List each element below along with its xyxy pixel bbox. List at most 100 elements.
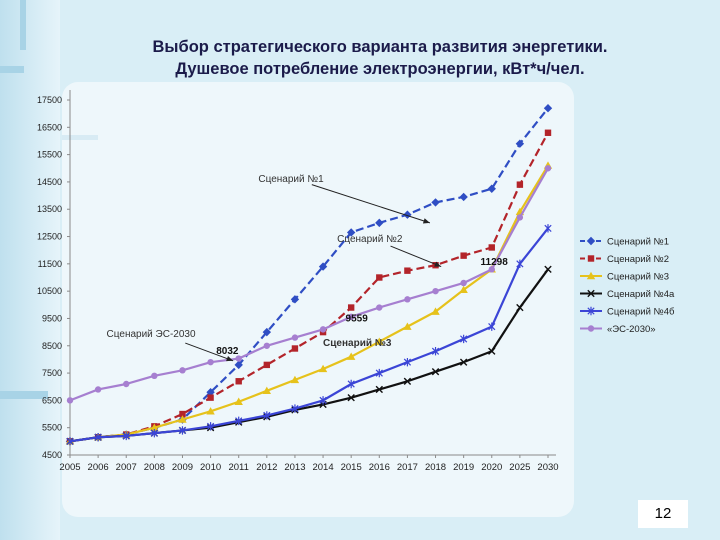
value-annotation: 8032: [216, 346, 239, 357]
y-tick-label: 9500: [42, 313, 62, 323]
data-point: [207, 394, 214, 401]
data-point: [375, 368, 383, 378]
scenario-annotation: Сценарий ЭС-2030: [107, 329, 196, 340]
x-tick-label: 2013: [284, 462, 305, 473]
data-point: [544, 224, 552, 233]
data-point: [516, 214, 524, 221]
y-tick-label: 5500: [42, 423, 62, 433]
legend-item: Сценарий №4а: [580, 289, 675, 300]
y-tick-label: 7500: [42, 368, 62, 378]
data-point: [319, 396, 327, 405]
y-tick-label: 11500: [38, 259, 62, 269]
series-5: [66, 224, 552, 446]
y-tick-label: 4500: [42, 450, 62, 460]
y-tick-label: 8500: [42, 341, 62, 351]
page-number: 12: [638, 500, 688, 528]
x-tick-label: 2006: [88, 462, 109, 473]
data-point: [431, 368, 440, 376]
callout-arrowhead: [434, 261, 442, 267]
data-point: [66, 397, 74, 404]
x-tick-label: 2018: [425, 462, 446, 473]
data-point: [179, 410, 186, 418]
data-point: [207, 358, 214, 366]
data-point: [516, 303, 524, 312]
y-tick-label: 16500: [37, 122, 62, 132]
data-point: [375, 385, 383, 394]
data-point: [403, 357, 412, 367]
data-point: [431, 347, 440, 356]
data-point: [587, 306, 595, 316]
data-point: [347, 313, 355, 321]
data-point: [587, 325, 595, 332]
decorative-bar: [0, 391, 48, 399]
x-tick-label: 2014: [312, 462, 333, 473]
data-point: [318, 364, 328, 373]
data-point: [544, 265, 552, 274]
y-tick-label: 10500: [37, 286, 62, 296]
legend-item: Сценарий №2: [580, 254, 669, 265]
data-point: [235, 416, 243, 426]
data-point: [262, 327, 272, 337]
data-point: [318, 262, 328, 271]
data-point: [587, 289, 595, 298]
data-point: [234, 360, 243, 370]
x-tick-label: 2010: [200, 462, 221, 473]
data-point: [543, 103, 553, 113]
y-tick-label: 17500: [37, 95, 62, 105]
data-point: [459, 285, 468, 293]
data-point: [516, 259, 524, 269]
legend-item: Сценарий №1: [580, 237, 669, 248]
data-point: [431, 198, 440, 207]
data-point: [94, 433, 102, 442]
decorative-bar: [0, 66, 24, 73]
callout-arrow: [185, 342, 234, 362]
data-point: [178, 426, 187, 435]
legend-label: Сценарий №4а: [607, 289, 675, 300]
data-point: [488, 322, 496, 331]
x-tick-label: 2019: [453, 462, 474, 473]
data-point: [234, 397, 243, 405]
data-point: [150, 428, 158, 438]
data-point: [375, 218, 384, 228]
data-point: [403, 377, 412, 385]
plot-area-panel: [62, 82, 574, 517]
decorative-bar: [20, 0, 26, 50]
data-point: [404, 296, 411, 303]
data-point: [347, 379, 355, 389]
y-tick-label: 15500: [37, 150, 62, 160]
x-tick-label: 2011: [228, 462, 248, 473]
series-6: [66, 165, 552, 404]
slide-title-line-2: Душевое потребление электроэнергии, кВт*…: [175, 60, 585, 78]
slide-title: Выбор стратегического варианта развития …: [60, 36, 700, 80]
data-point: [347, 304, 355, 311]
x-tick-label: 2005: [59, 462, 80, 473]
data-point: [515, 139, 525, 148]
x-tick-label: 2012: [256, 462, 277, 473]
legend-label: «ЭС-2030»: [607, 324, 656, 335]
y-tick-label: 13500: [37, 204, 62, 214]
x-tick-label: 2020: [481, 462, 502, 473]
data-point: [291, 345, 299, 352]
background-left-panel: [0, 0, 60, 540]
data-point: [123, 380, 130, 388]
data-point: [488, 244, 495, 251]
series-line: [69, 164, 549, 443]
data-point: [151, 372, 158, 380]
x-tick-label: 2007: [116, 462, 137, 473]
data-point: [178, 415, 187, 423]
legend-item: «ЭС-2030»: [580, 324, 656, 335]
data-point: [150, 423, 159, 431]
data-point: [459, 192, 468, 202]
data-point: [290, 375, 300, 384]
data-point: [376, 304, 383, 311]
legend-label: Сценарий №1: [607, 237, 669, 248]
scenario-annotation: Сценарий №3: [323, 338, 392, 349]
series-line: [69, 227, 549, 443]
y-tick-label: 12500: [37, 232, 62, 242]
annotations: Сценарий №1 Сценарий №2 Сценарий ЭС-2030 Сц…: [107, 174, 508, 362]
legend-label: Сценарий №4б: [607, 307, 675, 318]
x-tick-label: 2017: [397, 462, 418, 473]
data-point: [460, 279, 467, 287]
x-tick-label: 2008: [144, 462, 165, 473]
y-tick-label: 6500: [42, 395, 62, 405]
